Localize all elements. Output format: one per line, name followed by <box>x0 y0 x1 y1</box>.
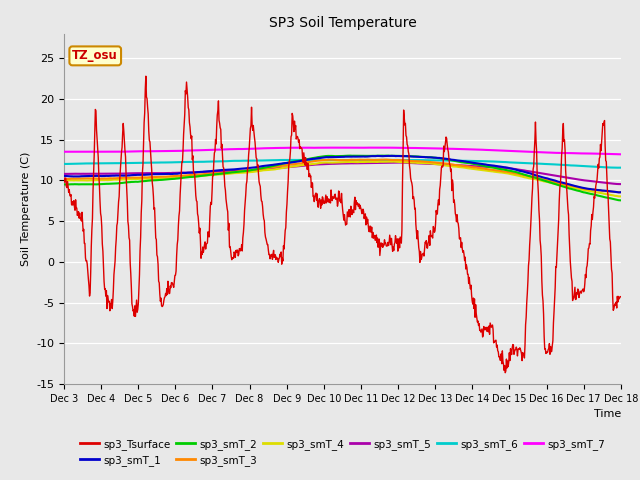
Legend: sp3_Tsurface, sp3_smT_1, sp3_smT_2, sp3_smT_3, sp3_smT_4, sp3_smT_5, sp3_smT_6, : sp3_Tsurface, sp3_smT_1, sp3_smT_2, sp3_… <box>76 435 609 470</box>
Text: Time: Time <box>593 408 621 419</box>
Text: TZ_osu: TZ_osu <box>72 49 118 62</box>
Y-axis label: Soil Temperature (C): Soil Temperature (C) <box>20 152 31 266</box>
Title: SP3 Soil Temperature: SP3 Soil Temperature <box>269 16 416 30</box>
